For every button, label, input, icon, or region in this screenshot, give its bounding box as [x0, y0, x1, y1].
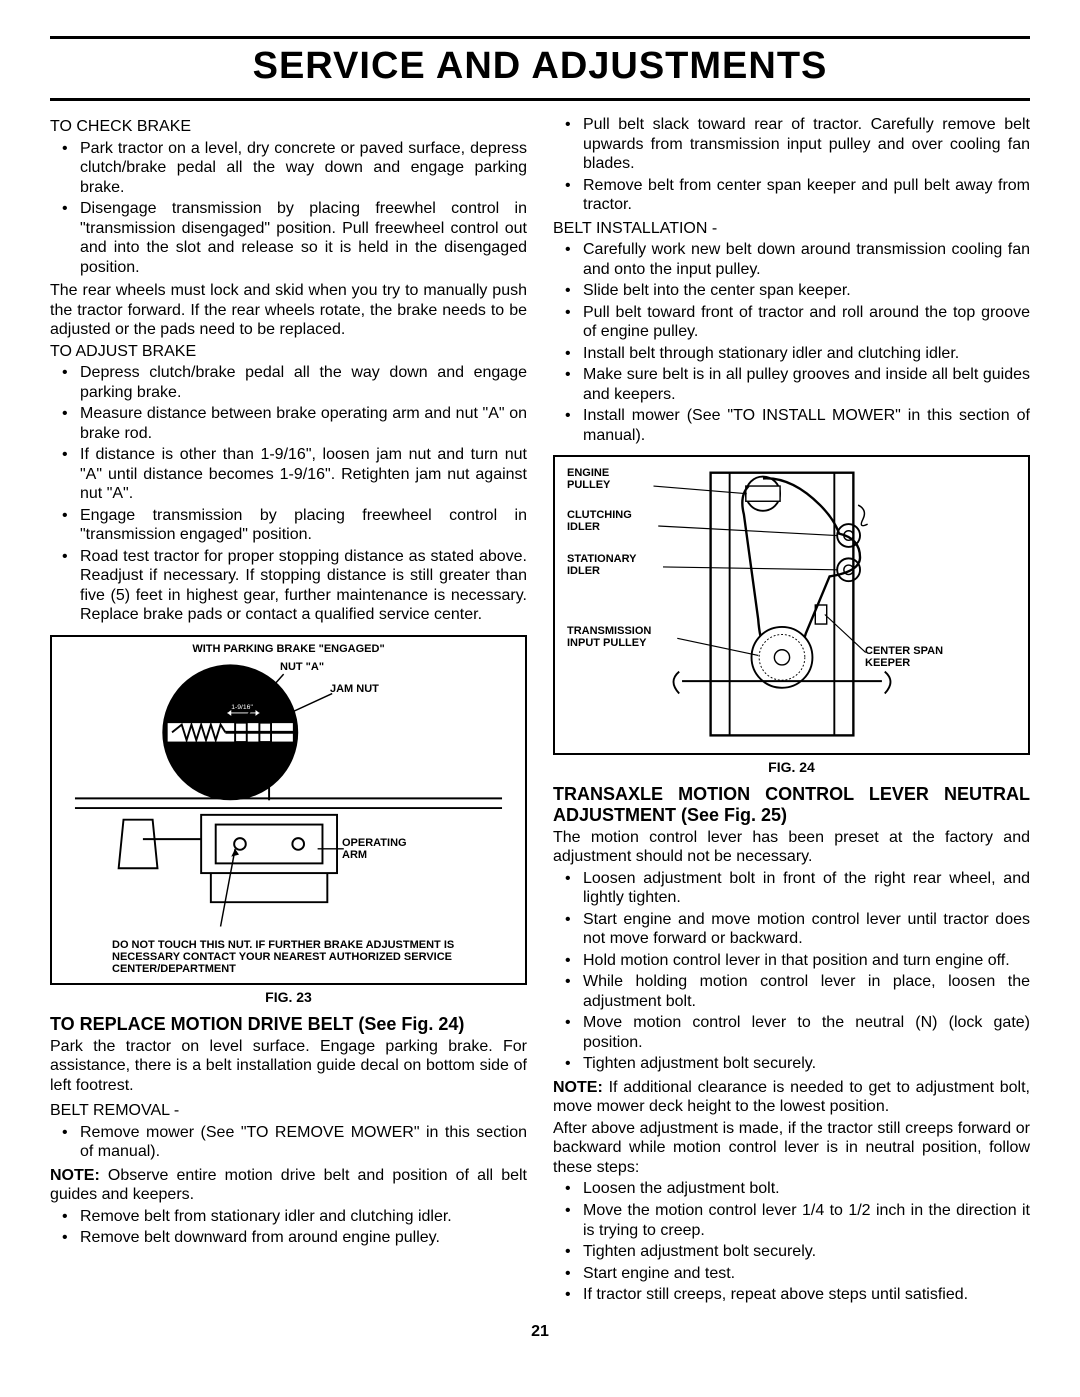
fig23-warning-label: DO NOT TOUCH THIS NUT. IF FURTHER BRAKE …: [112, 939, 465, 975]
list-item: Road test tractor for proper stopping di…: [80, 547, 527, 625]
transaxle-list: Loosen adjustment bolt in front of the r…: [553, 869, 1030, 1074]
list-item: Loosen adjustment bolt in front of the r…: [583, 869, 1030, 908]
list-item: Move the motion control lever 1/4 to 1/2…: [583, 1201, 1030, 1240]
belt-removal-list-2: Remove belt from stationary idler and cl…: [50, 1207, 527, 1248]
list-item: Remove belt from stationary idler and cl…: [80, 1207, 527, 1227]
list-item: Loosen the adjustment bolt.: [583, 1179, 1030, 1199]
check-brake-list: Park tractor on a level, dry concrete or…: [50, 139, 527, 278]
after-list: Loosen the adjustment bolt. Move the mot…: [553, 1179, 1030, 1304]
page-number: 21: [50, 1323, 1030, 1341]
fig24-engine-pulley-label: ENGINE PULLEY: [567, 467, 610, 491]
fig24-clutching-idler-label: CLUTCHING IDLER: [567, 509, 632, 533]
list-item: Start engine and move motion control lev…: [583, 910, 1030, 949]
list-item: If distance is other than 1-9/16", loose…: [80, 445, 527, 504]
fig23-operating-arm-label: OPERATING ARM: [342, 837, 407, 861]
list-item: If tractor still creeps, repeat above st…: [583, 1285, 1030, 1305]
list-item: Remove belt downward from around engine …: [80, 1228, 527, 1248]
note-1: NOTE: Observe entire motion drive belt a…: [50, 1166, 527, 1205]
list-item: Tighten adjustment bolt securely.: [583, 1242, 1030, 1262]
replace-belt-head: TO REPLACE MOTION DRIVE BELT (See Fig. 2…: [50, 1014, 527, 1035]
content-columns: TO CHECK BRAKE Park tractor on a level, …: [50, 115, 1030, 1309]
list-item: Measure distance between brake operating…: [80, 404, 527, 443]
list-item: While holding motion control lever in pl…: [583, 972, 1030, 1011]
transaxle-para: The motion control lever has been preset…: [553, 828, 1030, 867]
fig24-diagram: [565, 467, 1018, 743]
list-item: Pull belt toward front of tractor and ro…: [583, 303, 1030, 342]
belt-install-list: Carefully work new belt down around tran…: [553, 240, 1030, 445]
list-item: Depress clutch/brake pedal all the way d…: [80, 363, 527, 402]
list-item: Remove mower (See "TO REMOVE MOWER" in t…: [80, 1123, 527, 1162]
check-brake-head: TO CHECK BRAKE: [50, 117, 527, 137]
list-item: Hold motion control lever in that positi…: [583, 951, 1030, 971]
note-2: NOTE: If additional clearance is needed …: [553, 1078, 1030, 1117]
list-item: Remove belt from center span keeper and …: [583, 176, 1030, 215]
fig23-jam-nut-label: JAM NUT: [330, 683, 379, 695]
page-title: SERVICE AND ADJUSTMENTS: [50, 45, 1030, 88]
list-item: Engage transmission by placing freewheel…: [80, 506, 527, 545]
list-item: Move motion control lever to the neutral…: [583, 1013, 1030, 1052]
check-brake-paragraph: The rear wheels must lock and skid when …: [50, 281, 527, 340]
adjust-brake-list: Depress clutch/brake pedal all the way d…: [50, 363, 527, 625]
fig24-center-span-label: CENTER SPAN KEEPER: [865, 645, 943, 669]
after-para: After above adjustment is made, if the t…: [553, 1119, 1030, 1178]
fig23-caption: FIG. 23: [50, 989, 527, 1006]
replace-belt-para: Park the tractor on level surface. Engag…: [50, 1037, 527, 1096]
right-column: Pull belt slack toward rear of tractor. …: [553, 115, 1030, 1309]
list-item: Park tractor on a level, dry concrete or…: [80, 139, 527, 198]
page-title-bar: SERVICE AND ADJUSTMENTS: [50, 36, 1030, 101]
fig24-caption: FIG. 24: [553, 759, 1030, 776]
belt-removal-list: Remove mower (See "TO REMOVE MOWER" in t…: [50, 1123, 527, 1162]
list-item: Tighten adjustment bolt securely.: [583, 1054, 1030, 1074]
list-item: Start engine and test.: [583, 1264, 1030, 1284]
fig24-transmission-label: TRANSMISSION INPUT PULLEY: [567, 625, 651, 649]
list-item: Install mower (See "TO INSTALL MOWER" in…: [583, 406, 1030, 445]
adjust-brake-head: TO ADJUST BRAKE: [50, 342, 527, 362]
note2-text: If additional clearance is needed to get…: [553, 1079, 1030, 1116]
note-label: NOTE:: [50, 1167, 100, 1184]
right-top-list: Pull belt slack toward rear of tractor. …: [553, 115, 1030, 215]
list-item: Pull belt slack toward rear of tractor. …: [583, 115, 1030, 174]
list-item: Make sure belt is in all pulley grooves …: [583, 365, 1030, 404]
fig23-nut-a-label: NUT "A": [280, 661, 324, 673]
belt-install-head: BELT INSTALLATION -: [553, 219, 1030, 239]
figure-23-box: WITH PARKING BRAKE "ENGAGED" NUT "A" JAM…: [50, 635, 527, 985]
note-text: Observe entire motion drive belt and pos…: [50, 1167, 527, 1204]
fig23-diagram: 1-9/16": [60, 645, 517, 975]
fig23-top-label: WITH PARKING BRAKE "ENGAGED": [192, 643, 384, 655]
transaxle-head: TRANSAXLE MOTION CONTROL LEVER NEUTRAL A…: [553, 784, 1030, 825]
note2-label: NOTE:: [553, 1079, 603, 1096]
list-item: Install belt through stationary idler an…: [583, 344, 1030, 364]
fig24-stationary-idler-label: STATIONARY IDLER: [567, 553, 636, 577]
list-item: Disengage transmission by placing freewh…: [80, 199, 527, 277]
figure-24-box: ENGINE PULLEY CLUTCHING IDLER STATIONARY…: [553, 455, 1030, 755]
left-column: TO CHECK BRAKE Park tractor on a level, …: [50, 115, 527, 1309]
list-item: Carefully work new belt down around tran…: [583, 240, 1030, 279]
list-item: Slide belt into the center span keeper.: [583, 281, 1030, 301]
fig23-measurement: 1-9/16": [231, 704, 253, 711]
belt-removal-head: BELT REMOVAL -: [50, 1101, 527, 1121]
